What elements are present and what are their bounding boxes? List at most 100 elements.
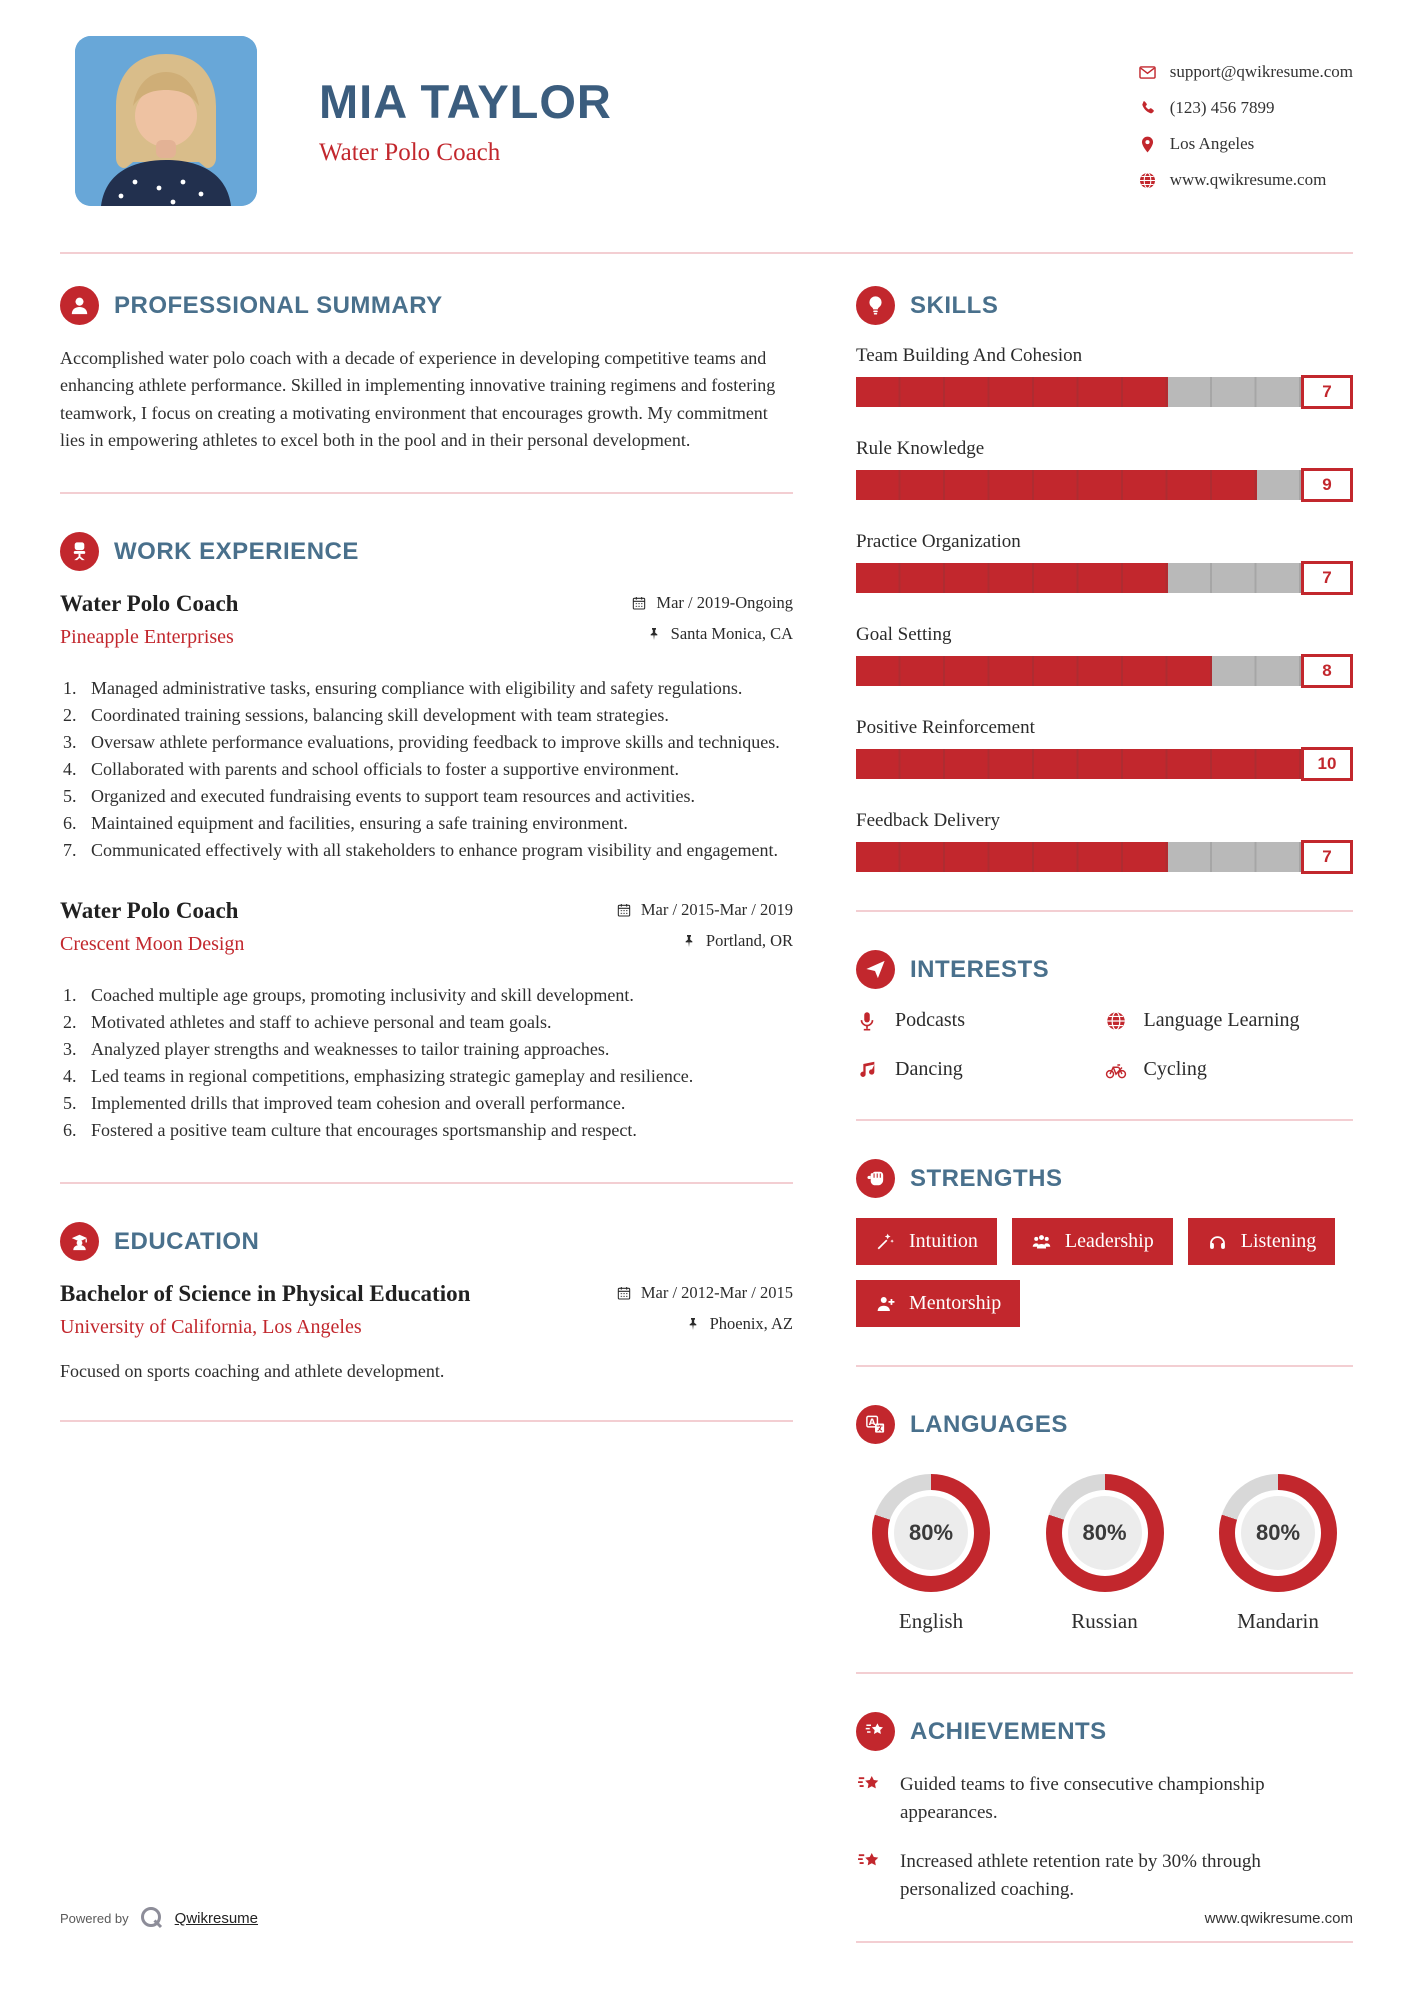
language-donut: 80% [1219,1474,1337,1592]
achievement-item: Increased athlete retention rate by 30% … [856,1848,1353,1903]
skill-bar-fill [856,749,1301,779]
section-divider [856,910,1353,912]
skill-score: 7 [1301,840,1353,874]
right-column: SKILLS Team Building And Cohesion 7 Rule K… [856,286,1354,1944]
skill-score: 7 [1301,561,1353,595]
job-date: Mar / 2019-Ongoing [656,593,793,613]
job-bullet: Led teams in regional competitions, emph… [63,1063,694,1090]
contact-text: (123) 456 7899 [1169,98,1275,117]
section-achievements: ACHIEVEMENTS Guided teams to five consec… [856,1712,1353,1903]
job-bullet: Maintained equipment and facilities, ens… [63,810,628,837]
language-name: Mandarin [1237,1609,1319,1633]
strength-chip: Intuition [856,1218,997,1265]
section-divider [856,1119,1353,1121]
skill-item: Goal Setting 8 [856,624,1353,688]
header: MIA TAYLOR Water Polo Coach support@qwik… [0,0,1407,222]
skill-name: Goal Setting [856,624,952,645]
headphones-icon [1207,1231,1228,1252]
skill-item: Feedback Delivery 7 [856,810,1353,874]
pushpin-icon [646,626,662,642]
section-header: WORK EXPERIENCE [60,532,793,572]
globe-icon [1138,171,1157,190]
language-name: English [898,1609,964,1633]
interest-item: Dancing [856,1058,1105,1081]
strength-label: Listening [1240,1230,1317,1252]
pushpin-icon [685,1316,701,1332]
section-divider [856,1941,1353,1944]
qwikresume-link[interactable]: Qwikresume [174,1910,259,1927]
team-icon [1031,1231,1052,1252]
shooting-star-icon [856,1712,895,1751]
skill-bar: 10 [856,747,1353,781]
graduate-icon [60,1222,99,1262]
job-bullet: Coordinated training sessions, balancing… [63,702,669,729]
strength-list: Intuition Leadership Listening Mentorship [856,1218,1353,1327]
interest-label: Language Learning [1143,1009,1300,1031]
footer: Powered by Qwikresume www.qwikresume.com [60,1905,1353,1932]
language-donut: 80% [872,1474,990,1592]
interest-item: Cycling [1105,1058,1354,1081]
skill-item: Positive Reinforcement 10 [856,717,1353,781]
footer-website: www.qwikresume.com [1204,1910,1353,1927]
skill-bar: 8 [856,654,1353,688]
job-bullet: Implemented drills that improved team co… [63,1090,626,1117]
degree-title: Bachelor of Science in Physical Educatio… [60,1281,471,1307]
paper-plane-icon [856,950,895,989]
contact-item: support@qwikresume.com [1138,62,1353,82]
job-title: Water Polo Coach [60,591,239,617]
language-item: 80% Russian [1030,1474,1180,1634]
interest-item: Language Learning [1105,1009,1354,1032]
job-location: Portland, OR [705,931,793,951]
section-title: INTERESTS [910,955,1050,983]
skill-bar: 7 [856,375,1353,409]
section-divider [60,1420,793,1423]
job-bullet: Analyzed player strengths and weaknesses… [63,1036,610,1063]
section-divider [60,1182,793,1185]
language-name: Russian [1071,1609,1138,1633]
contact-text: www.qwikresume.com [1169,170,1327,189]
skill-name: Team Building And Cohesion [856,345,1083,366]
strength-label: Mentorship [909,1292,1002,1314]
section-header: SKILLS [856,286,1353,325]
person-plus-icon [875,1293,896,1314]
email-icon [1138,63,1157,82]
skill-bar: 7 [856,561,1353,595]
language-list: 80% English 80% Russian 80% Mandarin [856,1464,1353,1634]
skill-name: Practice Organization [856,531,1021,552]
calendar-icon [631,595,647,611]
skill-name: Positive Reinforcement [856,717,1035,738]
section-header: EDUCATION [60,1222,793,1262]
skill-bar-fill [856,470,1257,500]
skill-name: Rule Knowledge [856,438,985,459]
section-skills: SKILLS Team Building And Cohesion 7 Rule K… [856,286,1353,874]
left-column: PROFESSIONAL SUMMARY Accomplished water … [60,286,793,1460]
lightbulb-icon [856,286,895,325]
section-header: INTERESTS [856,950,1353,989]
person-title: Water Polo Coach [319,139,501,166]
skill-bar: 7 [856,840,1353,874]
strength-label: Leadership [1064,1230,1154,1252]
microphone-icon [856,1010,878,1032]
education-description: Focused on sports coaching and athlete d… [60,1361,445,1382]
bicycle-icon [1105,1059,1127,1081]
calendar-icon [616,1285,632,1301]
section-title: WORK EXPERIENCE [114,537,359,565]
job-entry: Water Polo Coach Pineapple Enterprises Mar… [60,591,793,864]
section-title: PROFESSIONAL SUMMARY [114,291,443,319]
section-title: SKILLS [910,291,999,319]
skill-score: 8 [1301,654,1353,688]
svg-text:A: A [869,1418,876,1428]
achievement-item: Guided teams to five consecutive champio… [856,1771,1353,1826]
job-bullet: Oversaw athlete performance evaluations,… [63,729,780,756]
language-percent: 80% [1067,1496,1142,1570]
language-percent: 80% [894,1496,968,1570]
header-divider [60,252,1353,254]
skill-bar-segments [856,842,1301,872]
person-name: MIA TAYLOR [319,75,612,128]
section-divider [856,1672,1353,1674]
achievement-text: Guided teams to five consecutive champio… [900,1774,1265,1823]
skill-bar-segments [856,563,1301,593]
job-bullet: Coached multiple age groups, promoting i… [63,982,634,1009]
phone-icon [1138,99,1157,118]
magic-wand-icon [875,1231,896,1252]
